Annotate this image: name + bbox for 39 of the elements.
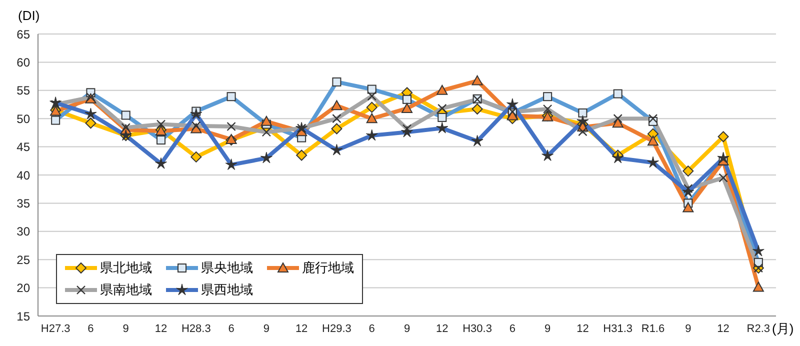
legend-label: 県西地域 [201,281,253,299]
x-tick-label: R1.6 [641,322,665,335]
legend-label: 県北地域 [100,259,152,277]
legend-label: 県央地域 [201,259,253,277]
x-tick-label: 12 [154,322,168,335]
x-tick-label: H31.3 [603,322,633,335]
y-tick-label: 20 [16,281,30,296]
x-tick-label: 6 [368,322,375,335]
x-tick-label: 12 [576,322,589,335]
x-tick-label: H29.3 [322,322,352,335]
x-tick-label: 6 [88,322,94,335]
y-tick-label: 55 [16,84,30,98]
legend-label: 鹿行地域 [302,259,354,277]
y-tick-label: 40 [16,168,30,182]
y-tick-label: 50 [16,112,30,126]
x-tick-label: R2.3 [746,322,770,335]
x-tick-label: 9 [404,322,410,335]
x-tick-label: H30.3 [462,322,492,335]
legend-label: 県南地域 [100,281,152,299]
x-tick-label: H27.3 [40,322,70,335]
y-axis-title: (DI) [18,8,40,23]
x-axis-title: (月) [772,320,794,338]
x-tick-label: 9 [544,322,551,335]
y-tick-label: 15 [16,309,30,324]
x-tick-label: 9 [122,322,129,335]
y-tick-label: 35 [16,196,30,210]
x-tick-label: 6 [228,322,234,335]
x-tick-label: 9 [685,322,692,335]
y-tick-label: 45 [16,140,30,154]
x-tick-label: 12 [295,322,308,335]
y-tick-label: 60 [16,55,30,70]
x-tick-label: 9 [263,322,270,335]
y-tick-label: 30 [16,224,30,239]
x-tick-label: 6 [509,322,516,335]
x-tick-label: 12 [436,322,448,335]
x-tick-label: H28.3 [181,322,211,335]
y-tick-label: 65 [16,27,30,42]
x-tick-label: 12 [717,322,730,335]
y-tick-label: 25 [16,252,30,267]
